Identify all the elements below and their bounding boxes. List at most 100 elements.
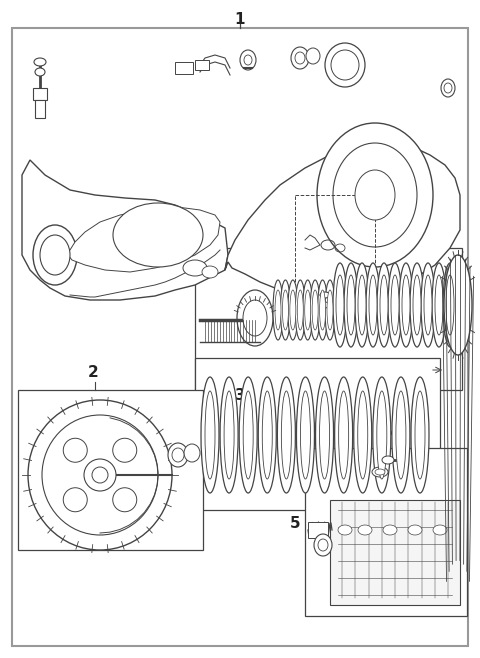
Ellipse shape bbox=[335, 377, 353, 493]
Ellipse shape bbox=[113, 438, 137, 463]
Ellipse shape bbox=[443, 263, 457, 347]
Ellipse shape bbox=[320, 290, 325, 330]
Ellipse shape bbox=[201, 377, 219, 493]
Ellipse shape bbox=[277, 377, 295, 493]
Polygon shape bbox=[22, 160, 228, 300]
Ellipse shape bbox=[433, 525, 447, 535]
Text: 1: 1 bbox=[235, 12, 245, 27]
Ellipse shape bbox=[40, 235, 70, 275]
Ellipse shape bbox=[358, 275, 366, 335]
Ellipse shape bbox=[444, 83, 452, 93]
Ellipse shape bbox=[355, 170, 395, 220]
Ellipse shape bbox=[331, 50, 359, 80]
Ellipse shape bbox=[42, 415, 158, 535]
Polygon shape bbox=[65, 208, 220, 272]
Ellipse shape bbox=[377, 263, 391, 347]
Ellipse shape bbox=[28, 400, 172, 550]
Ellipse shape bbox=[344, 263, 358, 347]
Bar bbox=[18, 390, 203, 550]
Ellipse shape bbox=[415, 391, 425, 479]
Ellipse shape bbox=[240, 50, 256, 70]
Ellipse shape bbox=[325, 280, 335, 340]
Ellipse shape bbox=[306, 48, 320, 64]
Bar bbox=[308, 522, 328, 538]
Ellipse shape bbox=[441, 79, 455, 97]
Bar bbox=[175, 62, 193, 74]
Ellipse shape bbox=[444, 255, 472, 355]
Text: 5: 5 bbox=[290, 516, 300, 531]
Ellipse shape bbox=[63, 438, 87, 463]
Ellipse shape bbox=[372, 467, 388, 477]
Ellipse shape bbox=[183, 260, 207, 276]
Ellipse shape bbox=[315, 377, 334, 493]
Ellipse shape bbox=[327, 290, 333, 330]
Ellipse shape bbox=[320, 292, 330, 298]
Ellipse shape bbox=[325, 43, 365, 87]
Ellipse shape bbox=[333, 263, 347, 347]
Ellipse shape bbox=[317, 123, 433, 267]
Ellipse shape bbox=[113, 488, 137, 512]
Ellipse shape bbox=[224, 391, 234, 479]
Ellipse shape bbox=[413, 275, 421, 335]
Ellipse shape bbox=[314, 534, 332, 556]
Ellipse shape bbox=[382, 456, 394, 464]
Ellipse shape bbox=[408, 525, 422, 535]
Ellipse shape bbox=[421, 263, 435, 347]
Bar bbox=[195, 60, 209, 70]
Bar bbox=[195, 358, 440, 510]
Ellipse shape bbox=[318, 539, 328, 551]
Ellipse shape bbox=[172, 448, 184, 462]
Polygon shape bbox=[35, 100, 45, 118]
Ellipse shape bbox=[358, 391, 368, 479]
Ellipse shape bbox=[410, 263, 424, 347]
Ellipse shape bbox=[262, 391, 272, 479]
Ellipse shape bbox=[432, 263, 446, 347]
Ellipse shape bbox=[375, 469, 385, 475]
Ellipse shape bbox=[424, 275, 432, 335]
Ellipse shape bbox=[312, 290, 318, 330]
Ellipse shape bbox=[310, 280, 320, 340]
Ellipse shape bbox=[358, 525, 372, 535]
Ellipse shape bbox=[243, 391, 253, 479]
Ellipse shape bbox=[303, 280, 312, 340]
Ellipse shape bbox=[205, 391, 215, 479]
Ellipse shape bbox=[354, 377, 372, 493]
Ellipse shape bbox=[355, 263, 369, 347]
Ellipse shape bbox=[34, 58, 46, 66]
Ellipse shape bbox=[380, 275, 388, 335]
Ellipse shape bbox=[239, 377, 257, 493]
Ellipse shape bbox=[258, 377, 276, 493]
Ellipse shape bbox=[305, 290, 311, 330]
Ellipse shape bbox=[273, 280, 283, 340]
Ellipse shape bbox=[92, 467, 108, 483]
Ellipse shape bbox=[338, 391, 348, 479]
Ellipse shape bbox=[33, 225, 77, 285]
Ellipse shape bbox=[383, 525, 397, 535]
Text: 2: 2 bbox=[88, 365, 99, 380]
Ellipse shape bbox=[388, 263, 402, 347]
Ellipse shape bbox=[243, 300, 267, 336]
Ellipse shape bbox=[399, 263, 413, 347]
Ellipse shape bbox=[288, 280, 298, 340]
Ellipse shape bbox=[282, 290, 288, 330]
Ellipse shape bbox=[295, 52, 305, 64]
Ellipse shape bbox=[320, 391, 330, 479]
Ellipse shape bbox=[446, 275, 454, 335]
Ellipse shape bbox=[113, 203, 203, 267]
Ellipse shape bbox=[275, 290, 281, 330]
Ellipse shape bbox=[237, 290, 273, 346]
Ellipse shape bbox=[290, 290, 296, 330]
Ellipse shape bbox=[184, 444, 200, 462]
Ellipse shape bbox=[333, 143, 417, 247]
Bar bbox=[305, 448, 467, 616]
Ellipse shape bbox=[396, 391, 406, 479]
Ellipse shape bbox=[377, 391, 387, 479]
Ellipse shape bbox=[336, 275, 344, 335]
Ellipse shape bbox=[391, 275, 399, 335]
Ellipse shape bbox=[321, 302, 329, 308]
Ellipse shape bbox=[281, 391, 291, 479]
Bar bbox=[195, 248, 462, 390]
Ellipse shape bbox=[84, 459, 116, 491]
Ellipse shape bbox=[244, 55, 252, 65]
Ellipse shape bbox=[35, 68, 45, 76]
